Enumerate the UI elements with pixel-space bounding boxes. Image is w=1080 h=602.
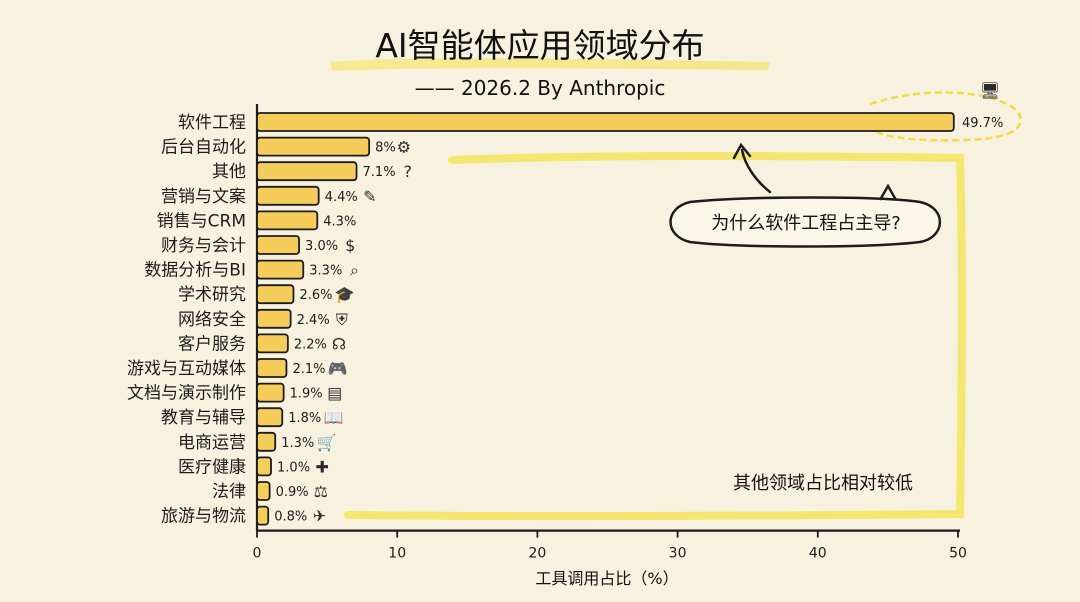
value-label: 1.3% [281,436,314,451]
bar [256,456,272,477]
bar [256,185,320,206]
x-tick-label: 30 [669,546,687,562]
value-label: 2.6% [299,288,332,303]
bar [256,259,305,280]
highlight-ellipse [864,91,1022,142]
value-label: 1.9% [290,387,323,402]
category-label: 销售与CRM [157,211,246,231]
medical-cross-icon: ✚ [316,457,329,476]
category-label: 网络安全 [178,310,246,330]
bar [256,358,288,378]
bar [256,210,319,231]
value-label: 0.8% [274,510,307,525]
bar [256,407,284,428]
bar [256,235,300,255]
value-label: 0.9% [276,485,309,500]
x-tick-label: 0 [253,546,262,562]
x-axis-label: 工具调用占比（%） [535,569,678,588]
bar [256,481,271,501]
chart-title: AI智能体应用领域分布 [375,26,704,65]
bar [256,136,371,157]
category-label: 财务与会计 [161,236,246,256]
question-callout: 为什么软件工程占主导? [669,142,942,248]
category-label: 软件工程 [178,113,246,133]
book-icon: 📖 [323,408,343,427]
gear-icon: ⚙ [397,138,411,157]
magnifier-icon: ⌕ [350,261,359,280]
category-label: 游戏与互动媒体 [127,359,246,379]
bar [256,431,277,452]
x-ticks: 0 10 20 30 40 50 [253,530,967,562]
x-tick-label: 10 [388,546,406,562]
bar [256,333,289,354]
bar [256,308,292,329]
category-label: 教育与辅导 [161,408,246,428]
document-icon: ▤ [327,384,342,403]
callout-arrow [732,142,772,194]
x-tick-label: 50 [949,546,967,562]
money-bag-icon: $ [345,236,355,255]
bar [256,161,358,182]
value-label: 8% [375,141,396,156]
category-label: 营销与文案 [161,187,246,207]
headset-icon: ☊ [332,334,346,353]
title-highlight [330,58,770,71]
chart-subtitle: —— 2026.2 By Anthropic [415,76,666,100]
value-label: 3.0% [305,239,338,254]
value-label: 7.1% [363,165,396,180]
airplane-icon: ✈ [313,507,326,526]
category-label: 其他 [212,162,246,182]
category-label: 数据分析与BI [144,261,246,281]
speech-bubble [669,183,942,248]
category-icons: 🖥 ⚙? ✎ $ ⌕ 🎓 ⛨ ☊ 🎮 ▤ 📖 🛒 ✚ ⚖ ✈ [313,81,1000,526]
cart-icon: 🛒 [316,433,336,452]
bar [256,284,295,305]
value-label: 4.3% [323,214,356,229]
category-label: 文档与演示制作 [127,384,246,404]
category-label: 医疗健康 [178,457,246,477]
gavel-icon: ⚖ [314,482,328,501]
annotation-question: 为什么软件工程占主导? [711,213,901,234]
computer-icon: 🖥 [980,81,1000,100]
category-label: 法律 [212,482,246,502]
value-label: 3.3% [309,264,342,279]
value-label: 4.4% [325,190,358,205]
bars [256,112,955,526]
graduation-cap-icon: 🎓 [335,285,355,304]
x-tick-label: 40 [809,546,827,562]
category-label: 旅游与物流 [161,507,246,527]
value-label: 2.2% [294,337,327,352]
question-icon: ? [403,162,412,181]
bar [256,112,955,132]
highlight-frame [344,152,966,521]
value-labels: 49.7% 8% 7.1% 4.4% 4.3% 3.0% 3.3% 2.6% 2.4% 2.2% 2… [274,116,1003,525]
category-label: 电商运营 [178,433,246,453]
x-tick-label: 20 [528,546,546,562]
shield-icon: ⛨ [336,310,348,329]
category-label: 后台自动化 [161,138,246,158]
category-label: 学术研究 [178,285,246,305]
value-label: 2.4% [297,313,330,328]
value-label: 1.8% [288,411,321,426]
annotation-note: 其他领域占比相对较低 [733,473,913,494]
bar [256,382,285,403]
value-label: 49.7% [962,116,1003,131]
value-label: 1.0% [277,460,310,475]
bar [256,505,270,526]
pen-icon: ✎ [363,187,376,206]
category-label: 客户服务 [178,334,246,354]
value-label: 2.1% [292,362,325,377]
gamepad-icon: 🎮 [328,359,348,378]
